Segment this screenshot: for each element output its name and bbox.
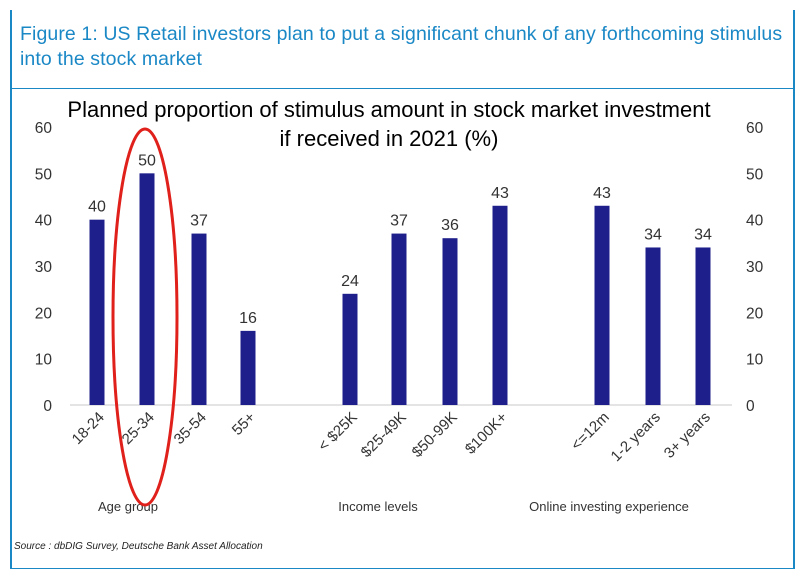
chart-title-line-1: Planned proportion of stimulus amount in… [67,97,710,122]
bar [191,233,207,405]
bar [391,233,407,405]
bottom-rule [10,568,795,569]
group-label: Age group [98,499,158,514]
value-label: 43 [593,185,611,202]
y-tick-right: 40 [746,213,764,230]
value-label: 24 [341,273,359,290]
category-label: $100K+ [462,409,511,458]
title-divider [10,88,795,89]
category-label: 25-34 [119,409,158,448]
bar [342,293,358,405]
y-tick-right: 10 [746,352,764,369]
bar [492,205,508,405]
right-axis: 0 10 20 30 40 50 60 [746,120,764,415]
chart-title-line-2: if received in 2021 (%) [280,126,499,151]
value-label: 40 [88,199,106,216]
y-tick-right: 60 [746,120,764,137]
value-label: 37 [190,213,208,230]
category-label: 3+ years [661,409,714,462]
category-label: 35-54 [171,409,210,448]
bar [89,219,105,405]
value-label: 16 [239,310,257,327]
figure-title: Figure 1: US Retail investors plan to pu… [20,23,783,70]
category-label: 18-24 [69,409,108,448]
source-note: Source : dbDIG Survey, Deutsche Bank Ass… [14,541,263,552]
highlight-ellipse [111,127,179,507]
category-label: 55+ [229,409,259,439]
bar [240,330,256,405]
group-label: Income levels [338,499,418,514]
figure-frame [10,10,795,568]
bar [645,247,661,405]
group-label: Online investing experience [529,499,689,514]
y-tick-left: 50 [35,166,53,183]
group-labels: Age group Income levels Online investing e… [98,499,689,514]
y-tick-right: 50 [746,166,764,183]
value-labels: 40 50 37 16 24 37 36 43 43 34 34 [88,152,712,327]
value-label: 34 [644,226,662,243]
value-label: 36 [441,217,459,234]
y-tick-left: 20 [35,305,53,322]
category-label: < $25K [315,409,361,455]
bar [695,247,711,405]
value-label: 34 [694,226,712,243]
bar [442,238,458,405]
y-tick-right: 30 [746,259,764,276]
bars [89,173,711,405]
category-label: <=12m [568,409,613,454]
y-tick-left: 40 [35,213,53,230]
category-label: 1-2 years [608,409,664,465]
category-label: $25-49K [358,409,410,461]
y-tick-left: 0 [43,398,52,415]
y-tick-right: 0 [746,398,755,415]
y-tick-left: 60 [35,120,53,137]
category-label: $50-99K [409,409,461,461]
bar [139,173,155,405]
y-tick-left: 10 [35,352,53,369]
value-label: 43 [491,185,509,202]
value-label: 37 [390,213,408,230]
bar [594,205,610,405]
value-label: 50 [138,152,156,169]
left-axis: 0 10 20 30 40 50 60 [35,120,53,415]
y-tick-right: 20 [746,305,764,322]
y-tick-left: 30 [35,259,53,276]
